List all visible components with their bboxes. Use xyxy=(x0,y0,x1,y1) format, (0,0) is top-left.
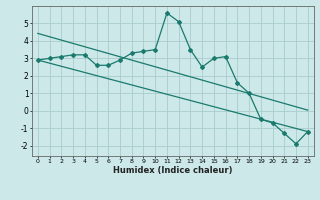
X-axis label: Humidex (Indice chaleur): Humidex (Indice chaleur) xyxy=(113,166,233,175)
